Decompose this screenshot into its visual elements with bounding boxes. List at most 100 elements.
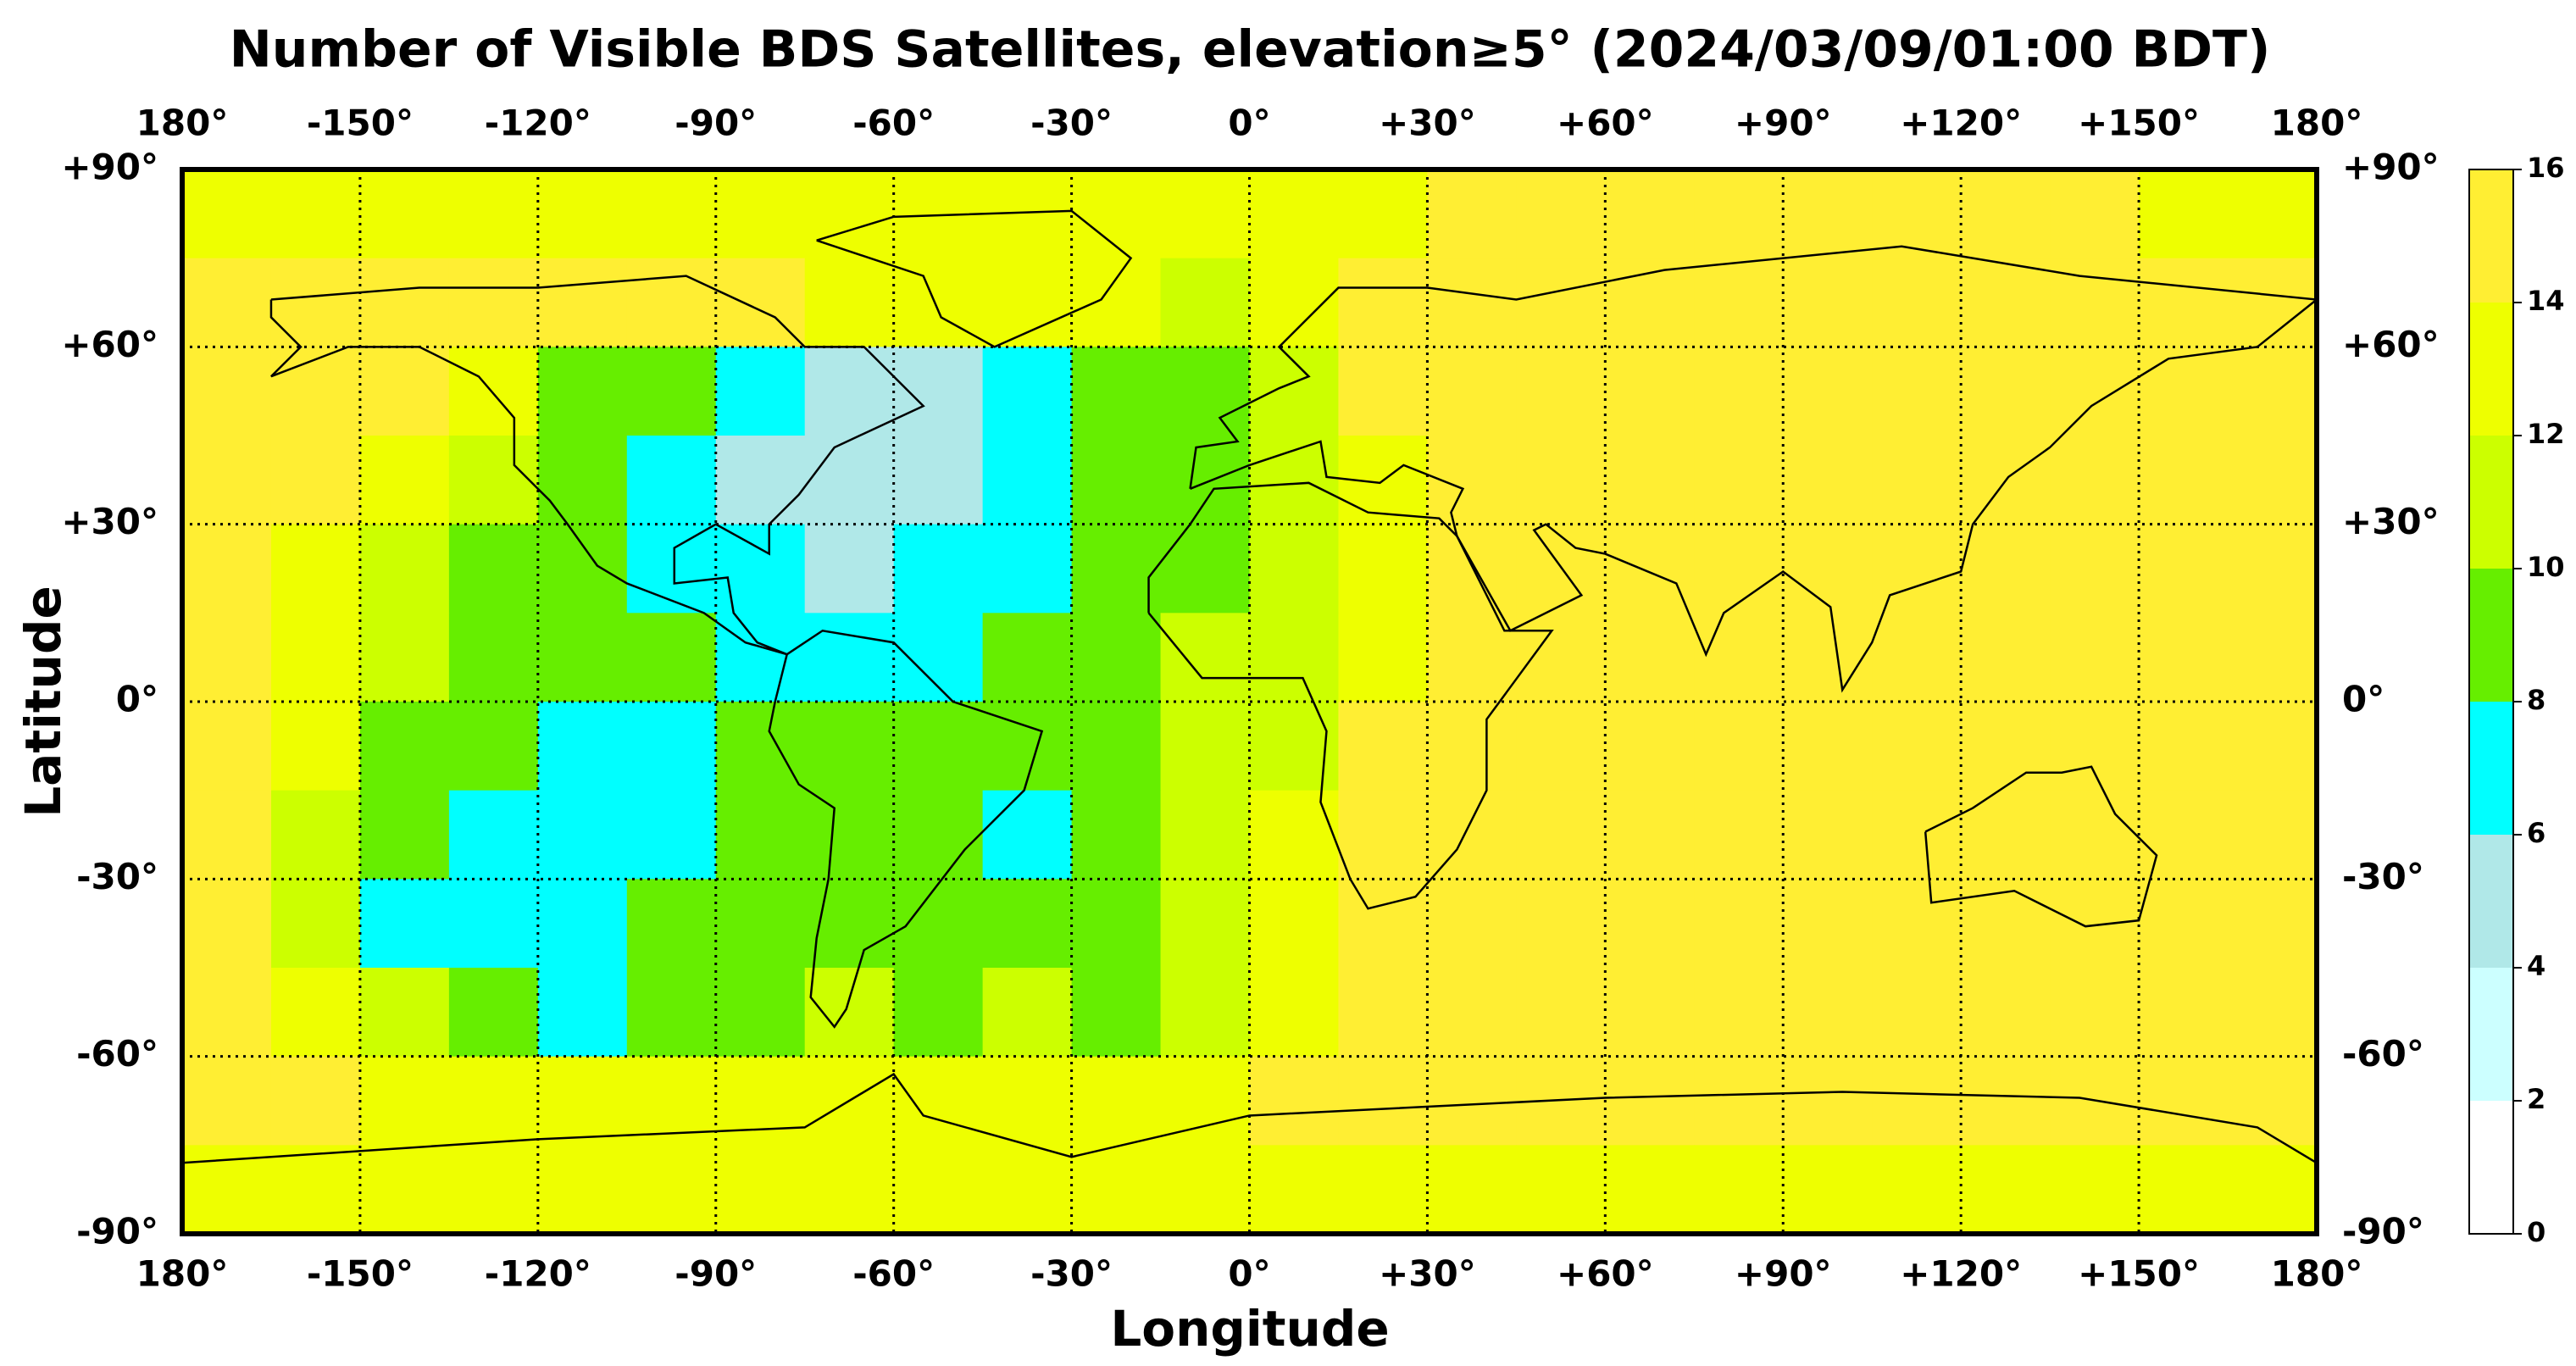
cell bbox=[982, 524, 1073, 614]
y-tick-label: -90° bbox=[76, 1211, 158, 1252]
colorbar-segment bbox=[2469, 835, 2513, 968]
cell bbox=[1249, 258, 1340, 347]
cell bbox=[1160, 258, 1251, 347]
x-tick-label: 180° bbox=[136, 1253, 229, 1295]
cell bbox=[1516, 1145, 1606, 1235]
cell bbox=[1249, 347, 1340, 436]
cell bbox=[715, 879, 806, 969]
cell bbox=[1605, 347, 1695, 436]
cell bbox=[1783, 879, 1873, 969]
cell bbox=[1872, 258, 1962, 347]
cell bbox=[1338, 524, 1429, 614]
y-tick-label: +90° bbox=[61, 147, 158, 188]
cell bbox=[1427, 258, 1517, 347]
cell bbox=[270, 613, 361, 702]
cell bbox=[1427, 524, 1517, 614]
cell bbox=[1338, 613, 1429, 702]
x-tick-label: 0° bbox=[1228, 1253, 1270, 1295]
y-tick-label-right: -60° bbox=[2342, 1033, 2424, 1074]
cell bbox=[2050, 524, 2140, 614]
cell bbox=[982, 436, 1073, 525]
cell bbox=[626, 613, 717, 702]
x-tick-label: +90° bbox=[1735, 1253, 1832, 1295]
cell bbox=[1427, 347, 1517, 436]
cell bbox=[982, 790, 1073, 880]
plot-frame bbox=[180, 167, 2319, 1236]
coastline bbox=[181, 1072, 2318, 1164]
cell bbox=[1694, 347, 1784, 436]
cell bbox=[1872, 968, 1962, 1058]
cell bbox=[1160, 436, 1251, 525]
x-tick-label-top: 180° bbox=[2271, 103, 2363, 144]
y-tick-label-right: +30° bbox=[2342, 501, 2440, 542]
x-tick-label: +30° bbox=[1379, 1253, 1476, 1295]
colorbar-segment bbox=[2469, 1101, 2513, 1234]
colorbar: 0 2 4 6 8 10 12 14 16 bbox=[2468, 152, 2565, 1248]
cell bbox=[1516, 347, 1606, 436]
cell bbox=[804, 702, 895, 791]
cell bbox=[2139, 1056, 2229, 1146]
x-tick-label-top: -60° bbox=[852, 103, 935, 144]
x-tick-label-top: +60° bbox=[1557, 103, 1654, 144]
cell bbox=[1961, 879, 2051, 969]
cell bbox=[2228, 524, 2318, 614]
cell bbox=[1071, 524, 1162, 614]
coastline bbox=[269, 275, 925, 656]
x-tick-label: +120° bbox=[1900, 1253, 2022, 1295]
cell bbox=[1605, 879, 1695, 969]
cell bbox=[1338, 1056, 1429, 1146]
colorbar-segment bbox=[2469, 702, 2513, 835]
cell bbox=[1071, 879, 1162, 969]
cell bbox=[982, 1145, 1073, 1235]
colorbar-tick-label: 10 bbox=[2527, 551, 2565, 583]
cell bbox=[715, 968, 806, 1058]
cell bbox=[1160, 524, 1251, 614]
cell bbox=[1605, 968, 1695, 1058]
cell bbox=[982, 1056, 1073, 1146]
cell bbox=[1249, 1056, 1340, 1146]
x-tick-label-top: -150° bbox=[307, 103, 414, 144]
cell bbox=[1872, 1145, 1962, 1235]
cell bbox=[804, 169, 895, 259]
cell bbox=[448, 879, 539, 969]
cell bbox=[715, 347, 806, 436]
cell bbox=[1694, 524, 1784, 614]
cell bbox=[2228, 790, 2318, 880]
cell bbox=[715, 1145, 806, 1235]
cell bbox=[182, 347, 272, 436]
cell bbox=[2228, 1056, 2318, 1146]
cell bbox=[1516, 702, 1606, 791]
cell bbox=[359, 1056, 450, 1146]
cell bbox=[359, 968, 450, 1058]
cell bbox=[1249, 436, 1340, 525]
cell bbox=[1516, 968, 1606, 1058]
cell bbox=[270, 169, 361, 259]
heatmap bbox=[182, 169, 2318, 1235]
cell bbox=[537, 1145, 628, 1235]
cell bbox=[270, 879, 361, 969]
colorbar-segment bbox=[2469, 968, 2513, 1101]
x-tick-label: 180° bbox=[2271, 1253, 2363, 1295]
cell bbox=[626, 1145, 717, 1235]
x-tick-label-top: +30° bbox=[1379, 103, 1476, 144]
cell bbox=[1071, 169, 1162, 259]
cell bbox=[1961, 790, 2051, 880]
colorbar-tick-label: 8 bbox=[2527, 684, 2545, 716]
cell bbox=[1783, 613, 1873, 702]
cell bbox=[1783, 169, 1873, 259]
cell bbox=[1160, 1145, 1251, 1235]
cell bbox=[1516, 879, 1606, 969]
cell bbox=[1516, 790, 1606, 880]
cell bbox=[359, 790, 450, 880]
cell bbox=[1071, 1145, 1162, 1235]
cell bbox=[1783, 347, 1873, 436]
colorbar-tick-label: 0 bbox=[2527, 1216, 2545, 1248]
x-tick-label: -60° bbox=[852, 1253, 935, 1295]
cell bbox=[715, 169, 806, 259]
cell bbox=[1694, 1145, 1784, 1235]
cell bbox=[448, 1145, 539, 1235]
cell bbox=[2139, 347, 2229, 436]
cell bbox=[359, 1145, 450, 1235]
cell bbox=[182, 524, 272, 614]
cell bbox=[626, 1056, 717, 1146]
